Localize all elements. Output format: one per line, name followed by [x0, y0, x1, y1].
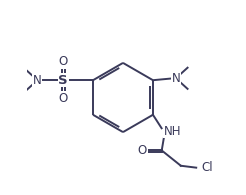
Text: O: O [59, 92, 68, 105]
Text: NH: NH [164, 125, 181, 138]
Text: N: N [172, 72, 180, 85]
Text: S: S [59, 74, 68, 87]
Text: O: O [138, 144, 147, 157]
Text: N: N [33, 74, 42, 87]
Text: O: O [59, 55, 68, 68]
Text: Cl: Cl [201, 161, 213, 174]
